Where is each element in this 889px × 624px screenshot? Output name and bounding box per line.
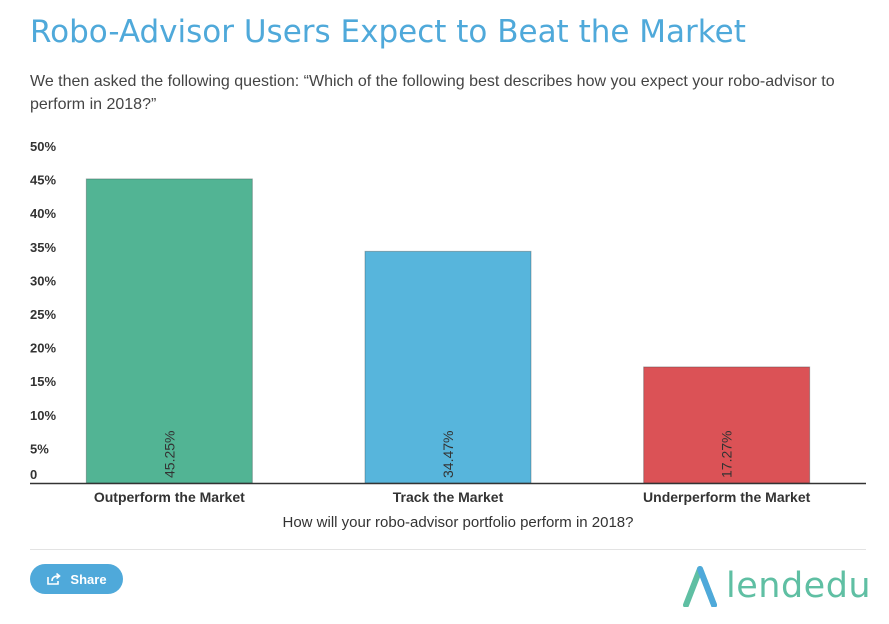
y-tick-label: 40% [30, 206, 56, 221]
share-button[interactable]: Share [30, 564, 123, 594]
bar-value-label: 34.47% [440, 431, 456, 478]
y-tick-label: 50% [30, 139, 56, 154]
y-tick-label: 25% [30, 307, 56, 322]
chart-title: Robo-Advisor Users Expect to Beat the Ma… [30, 14, 746, 50]
bar-value-label: 45.25% [161, 431, 177, 478]
x-category-label: Underperform the Market [643, 489, 811, 505]
x-category-label: Track the Market [393, 489, 504, 505]
y-tick-label: 35% [30, 240, 56, 255]
chart-subtitle: We then asked the following question: “W… [30, 73, 835, 113]
y-tick-label: 20% [30, 341, 56, 356]
y-tick-label: 30% [30, 273, 56, 288]
bar-value-label: 17.27% [719, 431, 735, 478]
lendedu-logo[interactable]: lendedu [682, 562, 872, 610]
share-icon [47, 572, 62, 585]
x-category-label: Outperform the Market [94, 489, 245, 505]
share-label: Share [70, 571, 107, 587]
bar-chart: 0 5% 10% 15% 20% 25% 30% 35% 40% 45% 50% 45.25% Outp… [30, 139, 866, 531]
y-tick-label: 15% [30, 374, 56, 389]
y-tick-label: 45% [30, 173, 56, 188]
bar [643, 366, 811, 484]
lendedu-logo-text: lendedu [726, 566, 872, 606]
y-tick-label: 5% [30, 441, 49, 456]
bar [364, 250, 532, 484]
footer-divider [30, 549, 866, 550]
y-tick-label: 10% [30, 408, 56, 423]
bar [85, 178, 253, 484]
x-axis-title: How will your robo-advisor portfolio per… [283, 514, 634, 531]
lendedu-logo-icon [683, 566, 717, 607]
y-tick-label: 0 [30, 467, 37, 482]
